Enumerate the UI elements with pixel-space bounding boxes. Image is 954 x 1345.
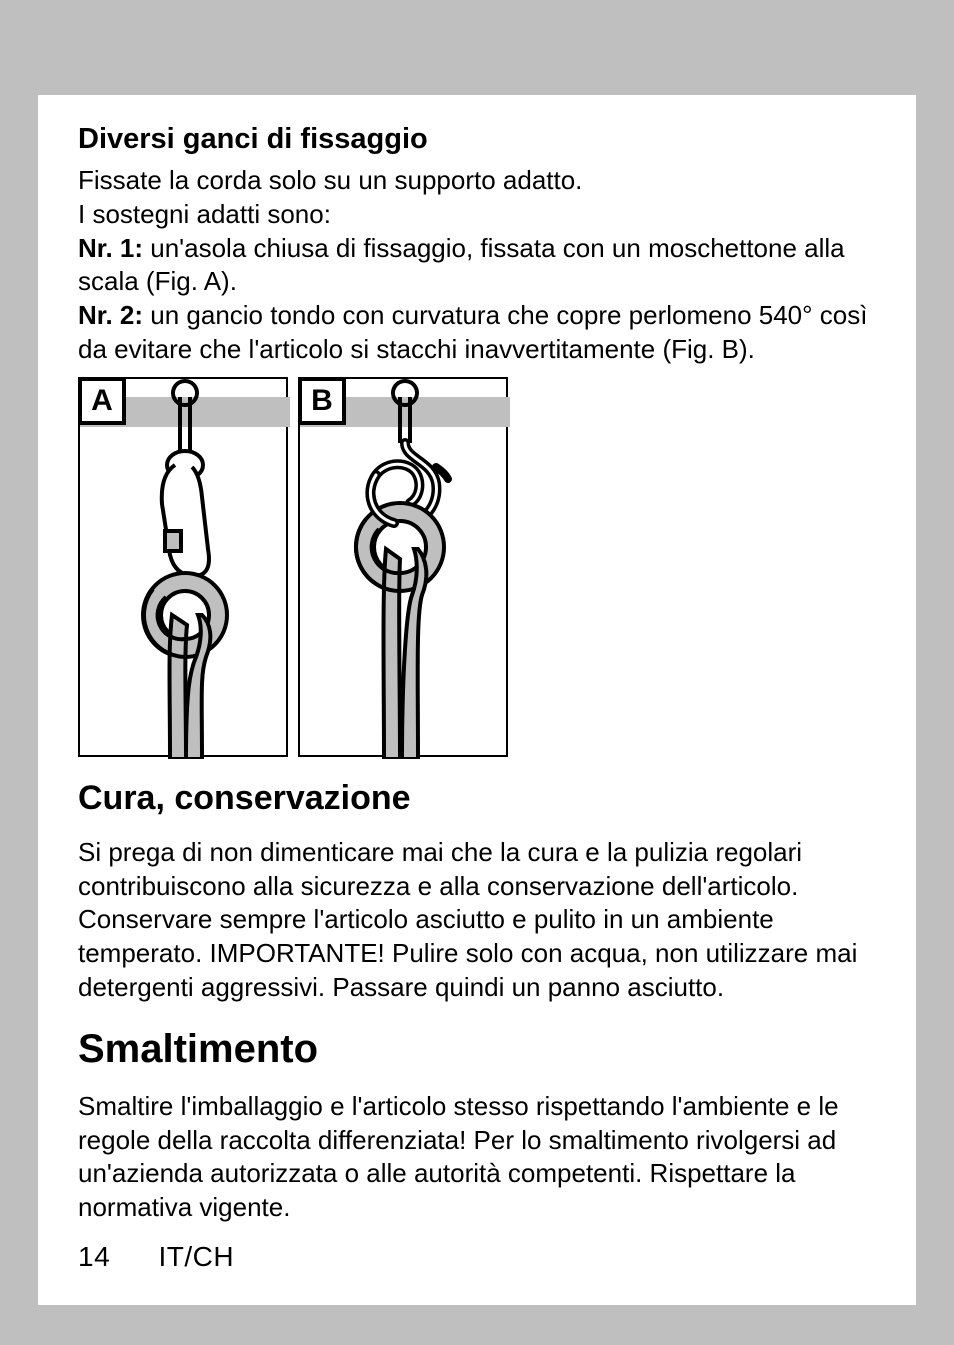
page-lang: IT/CH [158,1241,234,1272]
page-sheet: Diversi ganci di fissaggio Fissate la co… [38,95,916,1305]
nr2-text: un gancio tondo con curvatura che copre … [78,300,867,364]
section1-nr1: Nr. 1: un'asola chiusa di fissaggio, fis… [78,232,876,300]
figure-a: A [78,377,288,757]
figure-a-svg [80,379,290,759]
section3-body: Smaltire l'imballaggio e l'articolo stes… [78,1090,876,1225]
section2-body: Si prega di non dimenticare mai che la c… [78,836,876,1005]
figure-b-svg [300,379,510,759]
section1-heading: Diversi ganci di fissaggio [78,123,876,156]
section3-heading: Smaltimento [78,1027,876,1072]
section1-nr2: Nr. 2: un gancio tondo con curvatura che… [78,299,876,367]
nr2-label: Nr. 2: [78,300,143,330]
nr1-label: Nr. 1: [78,233,143,263]
page-number: 14 [78,1241,110,1272]
figure-b-label: B [298,377,346,425]
section1-p1: Fissate la corda solo su un supporto ada… [78,164,876,198]
section2-heading: Cura, conservazione [78,779,876,818]
nr1-text: un'asola chiusa di fissaggio, fissata co… [78,233,845,297]
section1-p2: I sostegni adatti sono: [78,198,876,232]
page-footer: 14 IT/CH [78,1241,234,1273]
figure-b: B [298,377,508,757]
figures-row: A [78,377,876,757]
figure-a-label: A [78,377,126,425]
